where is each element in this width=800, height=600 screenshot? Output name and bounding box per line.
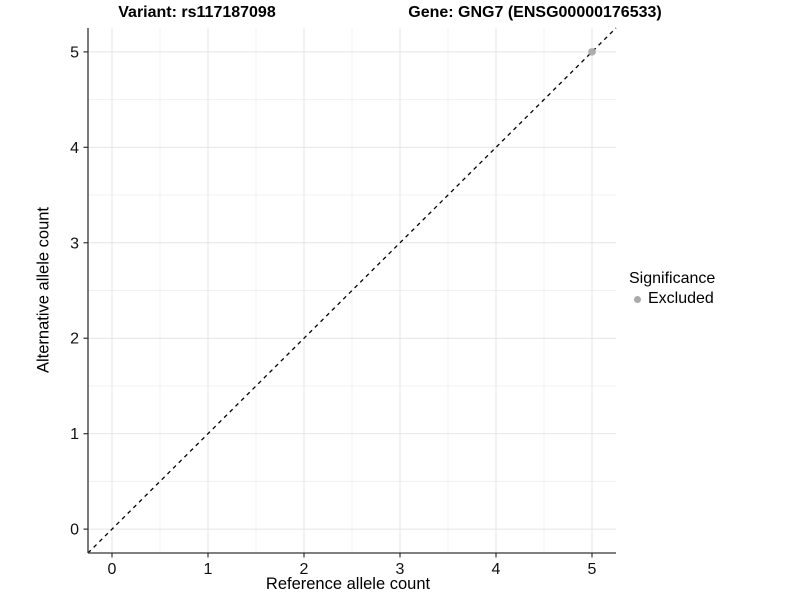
x-axis-title: Reference allele count: [265, 575, 431, 593]
legend-item-excluded: Excluded: [629, 290, 715, 308]
data-point-excluded: [588, 48, 596, 56]
y-tick-label: 2: [70, 331, 79, 348]
x-tick-label: 4: [492, 561, 501, 578]
y-tick-label: 0: [70, 522, 79, 539]
plot-title-gene: Gene: GNG7 (ENSG00000176533): [408, 4, 662, 21]
legend: Significance Excluded: [629, 270, 715, 308]
y-tick-label: 1: [70, 426, 79, 443]
x-tick-label: 5: [588, 561, 597, 578]
legend-item-label: Excluded: [648, 290, 714, 307]
x-tick-label: 3: [396, 561, 405, 578]
y-tick-label: 5: [70, 44, 79, 61]
legend-key: [629, 291, 646, 308]
x-tick-label: 0: [108, 561, 117, 578]
y-tick-label: 4: [70, 140, 79, 157]
legend-marker-circle-icon: [634, 295, 641, 303]
legend-title: Significance: [629, 270, 716, 287]
x-tick-label: 2: [300, 561, 309, 578]
plot-title-variant: Variant: rs117187098: [118, 4, 276, 21]
y-tick-label: 3: [70, 235, 79, 252]
y-axis-title: Alternative allele count: [34, 206, 53, 374]
x-tick-label: 1: [204, 561, 213, 578]
